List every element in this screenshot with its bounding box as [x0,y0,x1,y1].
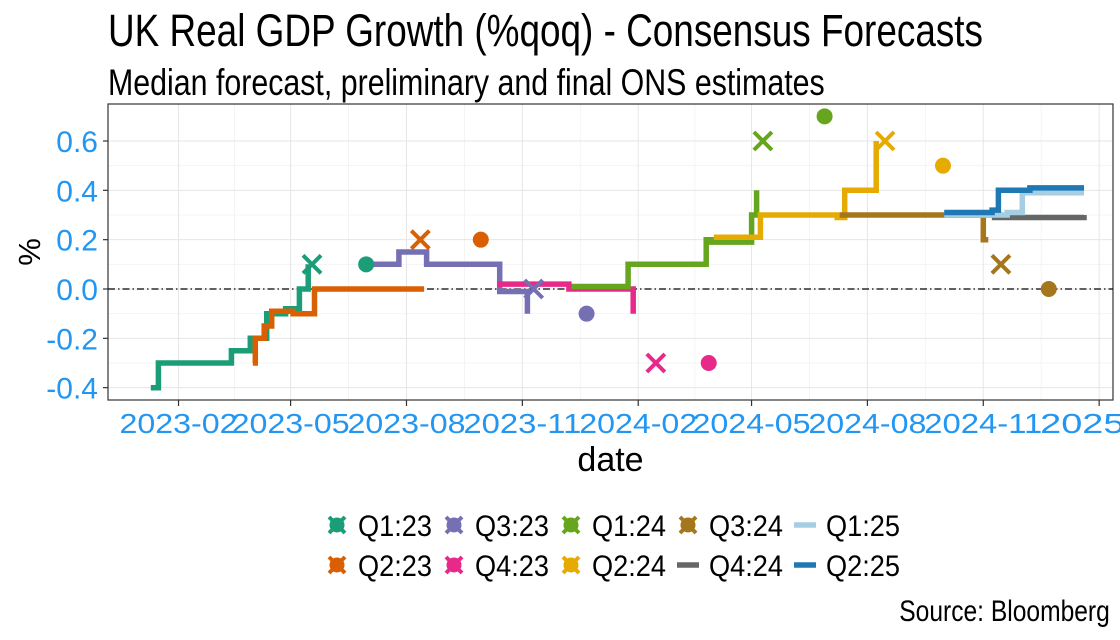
final-estimate-q3-24 [1040,281,1057,297]
series-lines [150,141,1087,391]
preliminary-estimate-q2-24 [874,130,896,152]
x-tick-label: 2023-02 [120,408,238,439]
source-note: Source: Bloomberg [899,595,1110,628]
y-tick-label: 0.4 [56,175,98,208]
legend-key-cross-q4-23 [444,555,464,575]
preliminary-estimate-q3-24 [990,253,1012,275]
legend-label-q1-24: Q1:24 [592,510,666,543]
legend-key-cross-q2-24 [561,555,581,575]
series-line-q3-23 [367,249,531,314]
plot-panel [107,103,1114,401]
preliminary-estimate-q1-23 [301,253,323,275]
legend: Q1:23 Q2:23 Q3:23 Q4:23 Q1:24 Q2:24 Q3:24 Q4:24… [327,510,900,583]
legend-label-q2-25: Q2:25 [826,550,900,583]
series-line-q3-24 [839,212,989,243]
final-estimate-q2-23 [472,231,489,248]
x-tick-label: 2023-05 [232,408,350,439]
series-line-q2-23 [252,286,425,366]
final-estimate-q1-23 [358,256,375,273]
y-tick-label: -0.2 [46,323,98,356]
legend-label-q1-25: Q1:25 [826,510,900,543]
preliminary-estimate-q4-23 [645,352,667,374]
legend-label-q2-24: Q2:24 [592,550,666,583]
y-tick-label: 0.2 [56,225,98,258]
preliminary-estimate-q1-24 [752,130,774,152]
x-tick-label: 2023-11 [463,408,581,439]
legend-key-cross-q1-23 [327,515,347,535]
y-tick-label: -0.4 [46,373,98,406]
x-axis: 2023-022023-052023-082023-112024-022024-… [120,400,1120,439]
x-axis-label: date [577,441,643,479]
final-estimate-q4-23 [700,355,717,371]
y-tick-label: 0.0 [56,274,98,307]
y-axis-label: % [12,238,47,266]
grid-lines [108,104,1113,400]
preliminary-estimate-q3-23 [523,278,545,300]
x-tick-label: 2024-08 [808,408,926,439]
legend-label-q1-23: Q1:23 [358,510,432,543]
legend-key-cross-q2-23 [327,555,347,575]
legend-label-q2-23: Q2:23 [358,550,432,583]
series-line-q1-23 [150,264,311,391]
final-estimate-q2-24 [934,157,951,174]
legend-key-cross-q3-24 [678,515,698,535]
x-tick-label: 2023-08 [347,408,465,439]
legend-label-q4-24: Q4:24 [709,550,783,583]
legend-label-q3-23: Q3:23 [475,510,549,543]
chart-title: UK Real GDP Growth (%qoq) - Consensus Fo… [108,5,983,56]
x-tick-label: 2024-11 [924,408,1042,439]
x-tick-label: 2025-0 [1040,408,1120,439]
series-line-q2-25 [944,185,1084,216]
y-tick-label: 0.6 [56,126,98,159]
y-axis: -0.4 -0.2 0.0 0.2 0.4 0.6 [46,126,108,406]
legend-key-cross-q3-23 [444,515,464,535]
series-line-q2-24 [713,141,879,240]
x-tick-label: 2024-05 [693,408,811,439]
chart-subtitle: Median forecast, preliminary and final O… [108,62,825,103]
legend-label-q4-23: Q4:23 [475,550,549,583]
preliminary-estimate-q2-23 [409,229,431,251]
series-line-q1-24 [571,190,760,290]
final-estimate-q3-23 [578,305,595,322]
legend-key-cross-q1-24 [561,515,581,535]
x-tick-label: 2024-02 [579,408,697,439]
estimate-markers [301,108,1057,374]
final-estimate-q1-24 [816,108,833,125]
legend-label-q3-24: Q3:24 [709,510,783,543]
